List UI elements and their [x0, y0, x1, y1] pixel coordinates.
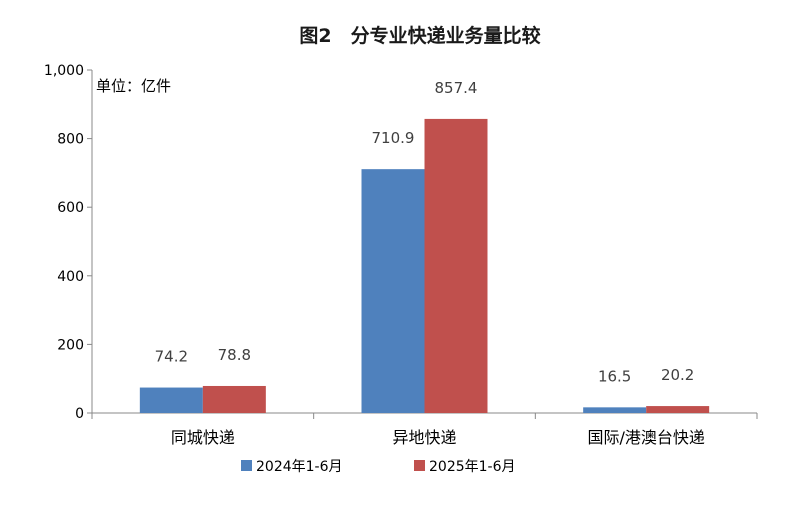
y-axis: 0 200 400 600 800 1,000 — [44, 63, 93, 422]
y-tick-label: 600 — [57, 200, 84, 216]
legend: 2024年1-6月 2025年1-6月 — [241, 459, 516, 475]
y-tick-label: 400 — [57, 269, 84, 285]
category-labels: 同城快递 异地快递 国际/港澳台快递 — [171, 428, 705, 447]
bar-1-2 — [361, 169, 425, 413]
legend-label: 2024年1-6月 — [256, 459, 343, 475]
legend-swatch — [414, 460, 425, 471]
data-label: 20.2 — [661, 366, 694, 384]
chart-title: 图2 分专业快递业务量比较 — [299, 24, 540, 47]
x-axis — [91, 412, 758, 419]
unit-label: 单位：亿件 — [96, 77, 171, 95]
data-label: 710.9 — [372, 129, 415, 147]
bar-2-2 — [424, 118, 488, 413]
y-tick-label: 800 — [57, 132, 84, 148]
bar-1-3 — [583, 407, 647, 413]
bar-1-1 — [139, 387, 203, 413]
data-label: 857.4 — [435, 79, 478, 97]
y-tick-label: 200 — [57, 337, 84, 353]
data-label: 16.5 — [598, 367, 631, 385]
bar-2-1 — [202, 385, 266, 413]
legend-label: 2025年1-6月 — [429, 459, 516, 475]
bar-2-3 — [646, 406, 710, 413]
category-label: 异地快递 — [392, 428, 456, 447]
data-labels: 74.2 78.8 710.9 857.4 16.5 20.2 — [155, 79, 695, 385]
legend-swatch — [241, 460, 252, 471]
y-tick-label: 0 — [75, 406, 84, 422]
category-label: 同城快递 — [171, 428, 235, 447]
data-label: 78.8 — [218, 346, 251, 364]
y-tick-label: 1,000 — [44, 63, 84, 79]
data-label: 74.2 — [155, 348, 188, 366]
bars — [139, 118, 710, 413]
category-label: 国际/港澳台快递 — [587, 428, 704, 447]
